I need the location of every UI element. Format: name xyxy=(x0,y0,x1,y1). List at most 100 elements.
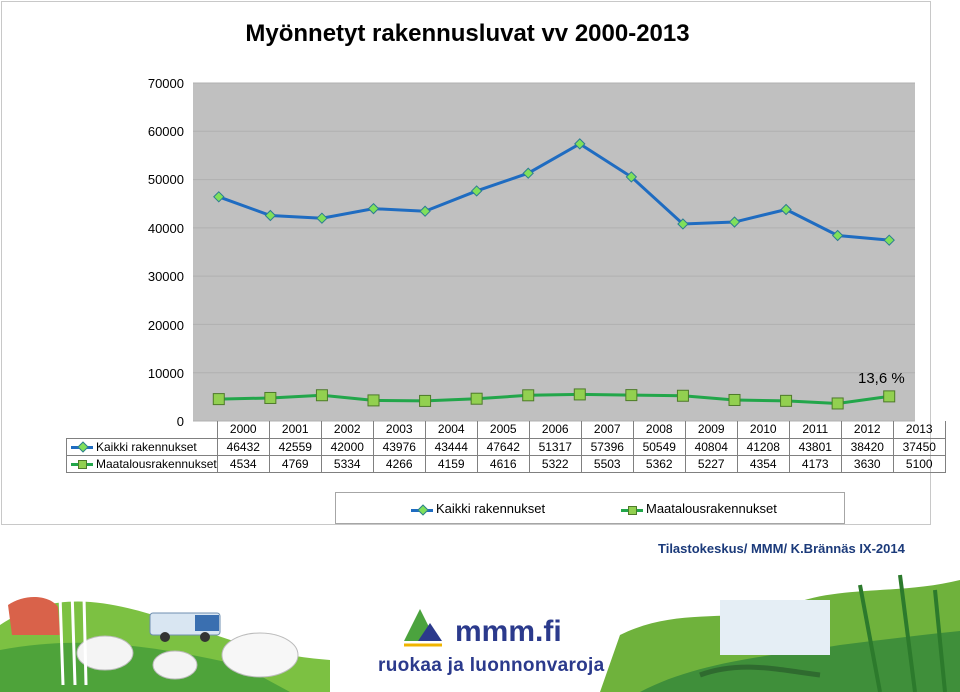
table-year: 2006 xyxy=(528,421,582,439)
table-year: 2002 xyxy=(320,421,374,439)
data-point-series-2 xyxy=(625,389,638,402)
series-1-name: Kaikki rakennukset xyxy=(96,439,197,454)
table-cell: 4616 xyxy=(476,454,530,473)
table-year: 2010 xyxy=(736,421,790,439)
data-point-series-1 xyxy=(677,218,689,230)
data-point-series-2 xyxy=(676,389,689,402)
table-cell: 4534 xyxy=(216,454,270,473)
table-cell: 4173 xyxy=(788,454,842,473)
table-year: 2008 xyxy=(632,421,686,439)
table-year: 2001 xyxy=(268,421,322,439)
table-year: 2013 xyxy=(892,421,946,439)
table-cell: 5100 xyxy=(892,454,946,473)
table-cell: 4159 xyxy=(424,454,478,473)
line-square-key-icon xyxy=(621,505,643,515)
data-point-series-1 xyxy=(522,167,534,179)
y-tick-label: 0 xyxy=(176,414,184,429)
data-point-series-2 xyxy=(315,389,328,402)
table-cell: 51317 xyxy=(528,437,582,456)
series-line-2 xyxy=(218,392,890,405)
table-cell: 4354 xyxy=(736,454,790,473)
table-cell: 5334 xyxy=(320,454,374,473)
table-corner xyxy=(67,421,218,438)
table-cell: 42000 xyxy=(320,437,374,456)
nature-banner-image xyxy=(0,565,960,692)
table-year: 2003 xyxy=(372,421,426,439)
source-credit: Tilastokeskus/ MMM/ K.Brännäs IX-2014 xyxy=(658,541,905,556)
table-cell: 5503 xyxy=(580,454,634,473)
table-header-row: 2000 2001 2002 2003 2004 2005 2006 2007 … xyxy=(67,421,946,439)
data-point-series-1 xyxy=(367,202,380,215)
table-row-label: Maatalousrakennukset xyxy=(66,454,218,473)
data-point-series-2 xyxy=(780,394,793,407)
line-square-key-icon xyxy=(71,459,93,470)
series-2-name: Maatalousrakennukset xyxy=(96,456,217,471)
y-tick-label: 10000 xyxy=(147,366,184,381)
table-year: 2009 xyxy=(684,421,738,439)
table-cell: 47642 xyxy=(476,437,530,456)
data-point-series-2 xyxy=(367,394,380,407)
logo-text: mmm.fi xyxy=(455,615,562,648)
table-cell: 43976 xyxy=(372,437,426,456)
table-cell: 40804 xyxy=(684,437,738,456)
table-cell: 43801 xyxy=(788,437,842,456)
data-point-series-1 xyxy=(213,191,225,203)
table-year: 2005 xyxy=(476,421,530,439)
table-year: 2012 xyxy=(840,421,894,439)
data-point-series-1 xyxy=(574,138,586,150)
percent-annotation: 13,6 % xyxy=(858,370,905,387)
chart-title: Myönnetyt rakennusluvat vv 2000-2013 xyxy=(245,20,690,47)
data-point-series-1 xyxy=(470,185,483,197)
table-cell: 57396 xyxy=(580,437,634,456)
table-cell: 41208 xyxy=(736,437,790,456)
table-cell: 4769 xyxy=(268,454,322,473)
data-point-series-2 xyxy=(264,391,277,404)
plot-area xyxy=(193,83,915,421)
table-cell: 38420 xyxy=(840,437,894,456)
table-cell: 42559 xyxy=(268,437,322,456)
data-point-series-1 xyxy=(883,234,895,246)
table-year: 2007 xyxy=(580,421,634,439)
y-tick-label: 40000 xyxy=(147,221,184,236)
table-cell: 5322 xyxy=(528,454,582,473)
data-point-series-2 xyxy=(573,388,586,401)
data-point-series-2 xyxy=(728,393,741,406)
data-point-series-2 xyxy=(522,389,535,402)
data-point-series-1 xyxy=(316,212,328,224)
data-point-series-2 xyxy=(470,392,483,405)
table-cell: 37450 xyxy=(892,437,946,456)
data-point-series-1 xyxy=(780,203,792,216)
y-tick-label: 50000 xyxy=(147,172,184,187)
table-row-series-2: Maatalousrakennukset 4534 4769 5334 4266… xyxy=(66,454,946,473)
y-tick-label: 30000 xyxy=(147,269,184,284)
table-cell: 5362 xyxy=(632,454,686,473)
line-diamond-key-icon xyxy=(411,503,433,516)
data-point-series-2 xyxy=(831,397,844,410)
table-year: 2011 xyxy=(788,421,842,439)
table-year: 2000 xyxy=(216,421,270,439)
table-cell: 46432 xyxy=(216,437,270,456)
table-cell: 43444 xyxy=(424,437,478,456)
table-row-label: Kaikki rakennukset xyxy=(66,437,218,456)
chart-legend: Kaikki rakennukset Maatalousrakennukset xyxy=(335,492,845,524)
table-cell: 50549 xyxy=(632,437,686,456)
data-point-series-2 xyxy=(212,393,225,406)
data-point-series-1 xyxy=(728,216,741,228)
series-line-1 xyxy=(218,142,890,242)
data-point-series-2 xyxy=(419,394,432,407)
y-tick-label: 20000 xyxy=(147,318,184,333)
legend-item: Maatalousrakennukset xyxy=(621,501,777,516)
table-cell: 5227 xyxy=(684,454,738,473)
table-cell: 3630 xyxy=(840,454,894,473)
legend-item: Kaikki rakennukset xyxy=(411,501,545,516)
table-year: 2004 xyxy=(424,421,478,439)
line-diamond-key-icon xyxy=(71,441,93,453)
legend-label: Kaikki rakennukset xyxy=(436,501,546,516)
y-tick-label: 60000 xyxy=(147,124,184,139)
table-cell: 4266 xyxy=(372,454,426,473)
legend-label: Maatalousrakennukset xyxy=(646,501,777,516)
y-tick-label: 70000 xyxy=(147,76,184,91)
logo-tagline: ruokaa ja luonnonvaroja xyxy=(378,655,605,676)
data-point-series-1 xyxy=(831,229,844,242)
table-row-series-1: Kaikki rakennukset 46432 42559 42000 439… xyxy=(66,437,946,456)
